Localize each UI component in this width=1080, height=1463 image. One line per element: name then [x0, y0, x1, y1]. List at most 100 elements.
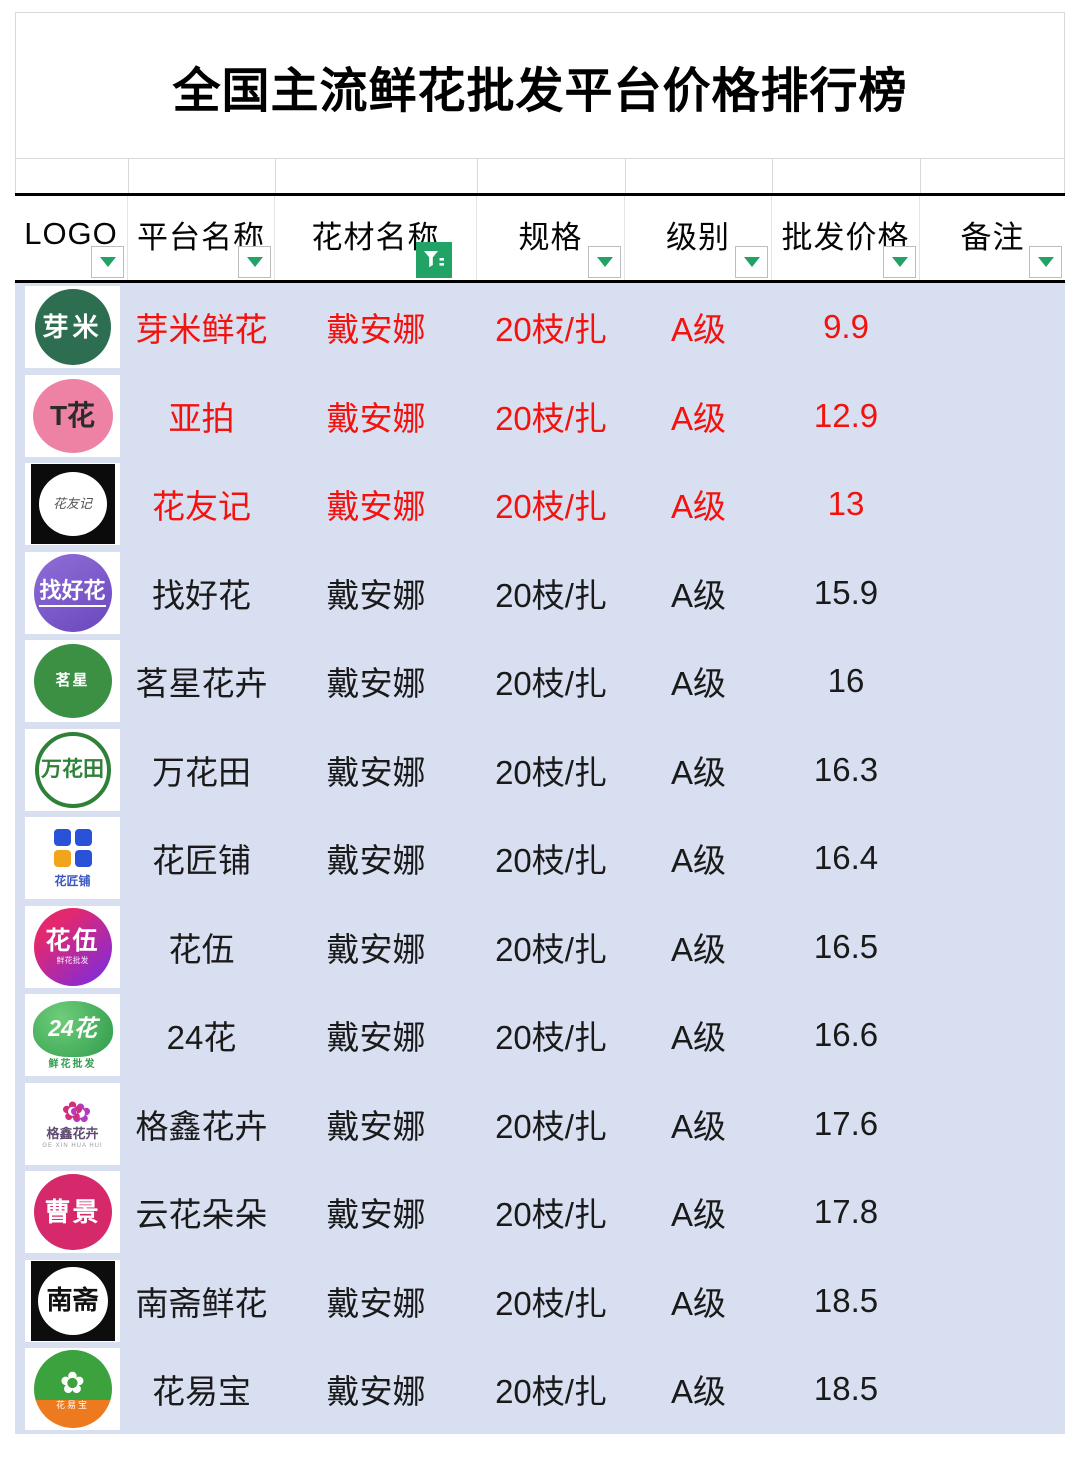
platform-name-cell[interactable]: 万花田	[128, 726, 275, 815]
filter-dropdown-button[interactable]	[735, 246, 768, 278]
flower-name-cell[interactable]: 戴安娜	[275, 1168, 477, 1257]
grade-cell[interactable]: A级	[625, 1168, 772, 1257]
spec-cell[interactable]: 20枝/扎	[477, 814, 625, 903]
spec-cell[interactable]: 20枝/扎	[477, 1257, 625, 1346]
spec-cell[interactable]: 20枝/扎	[477, 726, 625, 815]
price-cell[interactable]: 18.5	[772, 1257, 920, 1346]
logo-cell[interactable]: 花伍 鲜花批发	[15, 903, 128, 992]
note-cell[interactable]	[920, 1080, 1065, 1169]
platform-name-cell[interactable]: 24花	[128, 991, 275, 1080]
price-cell[interactable]: 18.5	[772, 1345, 920, 1434]
grade-cell[interactable]: A级	[625, 1080, 772, 1169]
grade-cell[interactable]: A级	[625, 283, 772, 372]
flower-name-cell[interactable]: 戴安娜	[275, 460, 477, 549]
filter-dropdown-button[interactable]	[588, 246, 621, 278]
empty-cell[interactable]	[626, 159, 773, 193]
spec-cell[interactable]: 20枝/扎	[477, 283, 625, 372]
platform-name-cell[interactable]: 花易宝	[128, 1345, 275, 1434]
logo-cell[interactable]: 花匠铺	[15, 814, 128, 903]
grade-cell[interactable]: A级	[625, 814, 772, 903]
platform-name-cell[interactable]: 茗星花卉	[128, 637, 275, 726]
grade-cell[interactable]: A级	[625, 991, 772, 1080]
spec-cell[interactable]: 20枝/扎	[477, 903, 625, 992]
filter-dropdown-button[interactable]	[883, 246, 916, 278]
logo-cell[interactable]: 24花 鲜花批发	[15, 991, 128, 1080]
flower-name-cell[interactable]: 戴安娜	[275, 726, 477, 815]
grade-cell[interactable]: A级	[625, 903, 772, 992]
flower-name-cell[interactable]: 戴安娜	[275, 1345, 477, 1434]
platform-name-cell[interactable]: 南斋鲜花	[128, 1257, 275, 1346]
header-cell-logo[interactable]: LOGO	[15, 196, 128, 280]
note-cell[interactable]	[920, 1345, 1065, 1434]
price-cell[interactable]: 13	[772, 460, 920, 549]
note-cell[interactable]	[920, 637, 1065, 726]
logo-cell[interactable]: 花友记	[15, 460, 128, 549]
filter-dropdown-button[interactable]	[1029, 246, 1062, 278]
spec-cell[interactable]: 20枝/扎	[477, 549, 625, 638]
flower-name-cell[interactable]: 戴安娜	[275, 991, 477, 1080]
note-cell[interactable]	[920, 991, 1065, 1080]
flower-name-cell[interactable]: 戴安娜	[275, 372, 477, 461]
grade-cell[interactable]: A级	[625, 1345, 772, 1434]
note-cell[interactable]	[920, 460, 1065, 549]
platform-name-cell[interactable]: 格鑫花卉	[128, 1080, 275, 1169]
spec-cell[interactable]: 20枝/扎	[477, 1345, 625, 1434]
note-cell[interactable]	[920, 1257, 1065, 1346]
logo-cell[interactable]: 万花田	[15, 726, 128, 815]
platform-name-cell[interactable]: 花匠铺	[128, 814, 275, 903]
note-cell[interactable]	[920, 372, 1065, 461]
spec-cell[interactable]: 20枝/扎	[477, 991, 625, 1080]
grade-cell[interactable]: A级	[625, 549, 772, 638]
price-cell[interactable]: 16.4	[772, 814, 920, 903]
spec-cell[interactable]: 20枝/扎	[477, 372, 625, 461]
note-cell[interactable]	[920, 1168, 1065, 1257]
flower-name-cell[interactable]: 戴安娜	[275, 1080, 477, 1169]
price-cell[interactable]: 15.9	[772, 549, 920, 638]
platform-name-cell[interactable]: 找好花	[128, 549, 275, 638]
logo-cell[interactable]: 茗星	[15, 637, 128, 726]
spec-cell[interactable]: 20枝/扎	[477, 637, 625, 726]
empty-cell[interactable]	[478, 159, 626, 193]
empty-cell[interactable]	[921, 159, 1066, 193]
flower-name-cell[interactable]: 戴安娜	[275, 637, 477, 726]
logo-cell[interactable]: 曹景	[15, 1168, 128, 1257]
header-cell-3[interactable]: 规格	[477, 196, 625, 280]
note-cell[interactable]	[920, 814, 1065, 903]
price-cell[interactable]: 16.3	[772, 726, 920, 815]
empty-cell[interactable]	[773, 159, 921, 193]
grade-cell[interactable]: A级	[625, 726, 772, 815]
header-cell-5[interactable]: 批发价格	[772, 196, 920, 280]
logo-cell[interactable]: 格鑫花卉 GE XIN HUA HUI	[15, 1080, 128, 1169]
logo-cell[interactable]: 芽米	[15, 283, 128, 372]
price-cell[interactable]: 17.8	[772, 1168, 920, 1257]
platform-name-cell[interactable]: 云花朵朵	[128, 1168, 275, 1257]
empty-cell[interactable]	[16, 159, 129, 193]
note-cell[interactable]	[920, 283, 1065, 372]
logo-cell[interactable]: 花易宝	[15, 1345, 128, 1434]
note-cell[interactable]	[920, 903, 1065, 992]
flower-name-cell[interactable]: 戴安娜	[275, 549, 477, 638]
price-cell[interactable]: 9.9	[772, 283, 920, 372]
filter-dropdown-button[interactable]	[238, 246, 271, 278]
grade-cell[interactable]: A级	[625, 372, 772, 461]
price-cell[interactable]: 16.5	[772, 903, 920, 992]
price-cell[interactable]: 16	[772, 637, 920, 726]
logo-cell[interactable]: 找好花	[15, 549, 128, 638]
platform-name-cell[interactable]: 花友记	[128, 460, 275, 549]
active-filter-button[interactable]	[416, 242, 452, 278]
logo-cell[interactable]: T花	[15, 372, 128, 461]
header-cell-1[interactable]: 平台名称	[128, 196, 275, 280]
flower-name-cell[interactable]: 戴安娜	[275, 283, 477, 372]
logo-cell[interactable]: 南斋	[15, 1257, 128, 1346]
empty-cell[interactable]	[276, 159, 478, 193]
flower-name-cell[interactable]: 戴安娜	[275, 1257, 477, 1346]
spec-cell[interactable]: 20枝/扎	[477, 460, 625, 549]
price-cell[interactable]: 16.6	[772, 991, 920, 1080]
flower-name-cell[interactable]: 戴安娜	[275, 903, 477, 992]
spec-cell[interactable]: 20枝/扎	[477, 1168, 625, 1257]
grade-cell[interactable]: A级	[625, 1257, 772, 1346]
price-cell[interactable]: 12.9	[772, 372, 920, 461]
platform-name-cell[interactable]: 亚拍	[128, 372, 275, 461]
header-cell-2[interactable]: 花材名称	[275, 196, 477, 280]
platform-name-cell[interactable]: 芽米鲜花	[128, 283, 275, 372]
